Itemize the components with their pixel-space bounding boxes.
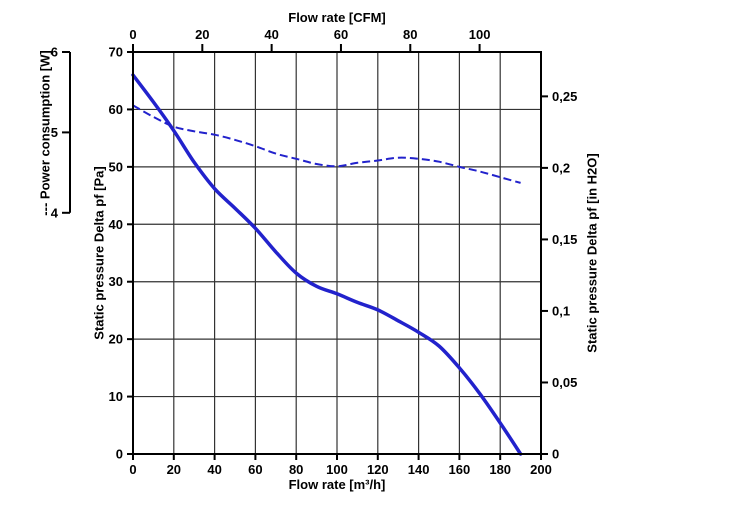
tick-label: 0 xyxy=(116,447,123,462)
tick-label: 80 xyxy=(403,27,417,42)
bottom-axis-title: Flow rate [m³/h] xyxy=(288,477,386,492)
tick-label: 40 xyxy=(109,217,123,232)
power-axis-title: --- Power consumption [W] xyxy=(37,50,53,216)
tick-label: 80 xyxy=(289,462,303,477)
tick-label: 20 xyxy=(109,332,123,347)
tick-label: 20 xyxy=(195,27,209,42)
tick-label: 40 xyxy=(264,27,278,42)
tick-label: 0,05 xyxy=(552,375,577,390)
tick-label: 0 xyxy=(129,462,136,477)
tick-label: 60 xyxy=(248,462,262,477)
tick-label: 60 xyxy=(109,102,123,117)
tick-label: 10 xyxy=(109,389,123,404)
static-pressure-curve xyxy=(131,73,523,456)
tick-label: 0,25 xyxy=(552,89,577,104)
tick-label: 5 xyxy=(51,125,58,140)
power-axis: 4 5 6 xyxy=(51,45,71,220)
left-axis-title: Static pressure Delta pf [Pa] xyxy=(91,166,107,340)
tick-label: 30 xyxy=(109,274,123,289)
grid-lines xyxy=(133,52,541,454)
tick-label: 40 xyxy=(207,462,221,477)
top-axis-title: Flow rate [CFM] xyxy=(288,10,386,25)
right-axis-title: Static pressure Delta pf [in H2O] xyxy=(584,153,600,353)
tick-label: 200 xyxy=(530,462,552,477)
tick-label: 140 xyxy=(408,462,430,477)
tick-label: 4 xyxy=(51,205,59,220)
tick-label: 100 xyxy=(326,462,348,477)
tick-label: 0,2 xyxy=(552,160,570,175)
tick-label: 0,15 xyxy=(552,232,577,247)
tick-label: 60 xyxy=(334,27,348,42)
power-consumption-curve xyxy=(132,104,521,184)
tick-label: 120 xyxy=(367,462,389,477)
curves xyxy=(131,73,523,456)
x-axis-top: 0 20 40 60 80 100 xyxy=(129,27,490,52)
tick-label: 20 xyxy=(167,462,181,477)
tick-label: 0,1 xyxy=(552,303,570,318)
x-axis-bottom: 0 20 40 60 80 100 120 140 160 180 200 xyxy=(129,454,552,477)
tick-label: 0 xyxy=(552,447,559,462)
tick-label: 180 xyxy=(489,462,511,477)
tick-label: 6 xyxy=(51,45,58,60)
tick-label: 70 xyxy=(109,45,123,60)
tick-label: 100 xyxy=(469,27,491,42)
y-axis-right: 0 0,05 0,1 0,15 0,2 0,25 xyxy=(541,89,577,462)
tick-label: 0 xyxy=(129,27,136,42)
y-axis-left: 0 10 20 30 40 50 60 70 xyxy=(109,45,133,462)
tick-label: 160 xyxy=(449,462,471,477)
tick-label: 50 xyxy=(109,159,123,174)
